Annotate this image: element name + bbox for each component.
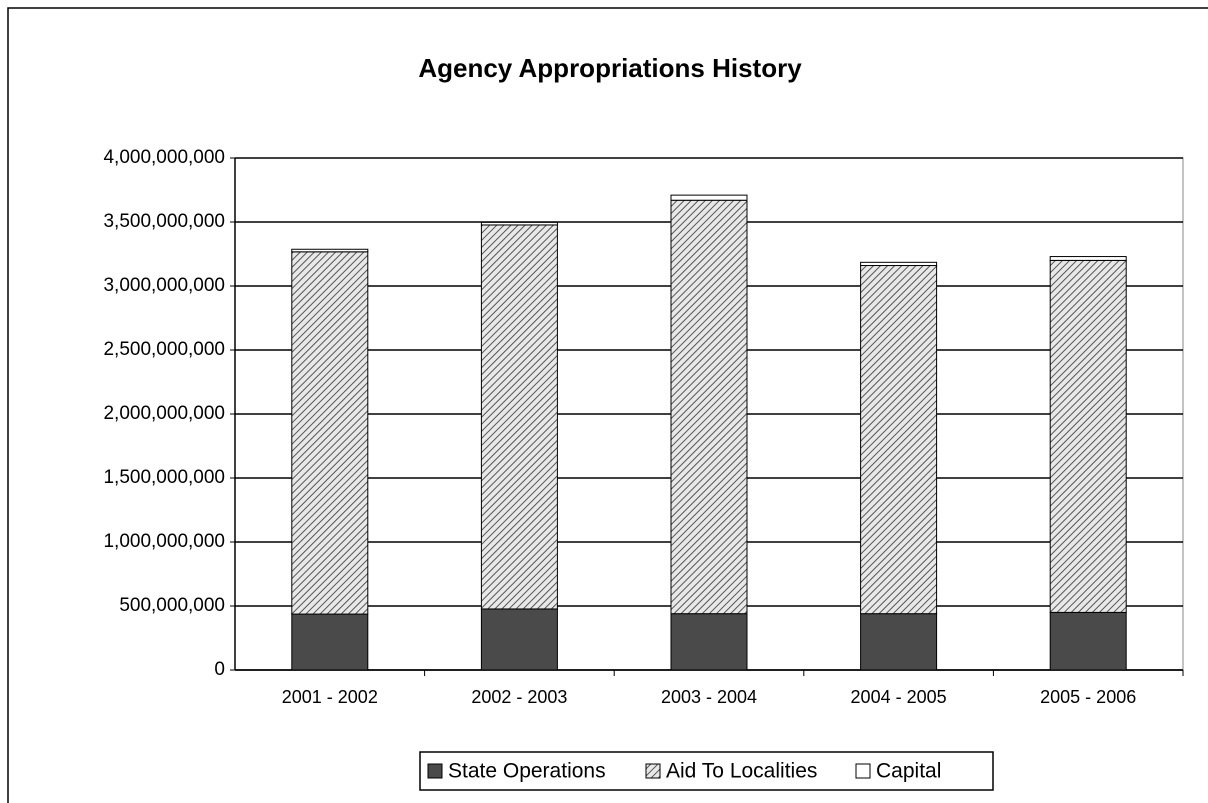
bar-segment xyxy=(291,251,369,615)
bar-segment xyxy=(480,224,558,610)
y-tick-label: 0 xyxy=(214,659,225,680)
y-tick-label: 4,000,000,000 xyxy=(103,147,225,168)
bar-segment xyxy=(1049,256,1127,261)
bar-segment xyxy=(670,199,748,615)
x-tick-label: 2001 - 2002 xyxy=(282,687,378,707)
legend-label: Aid To Localities xyxy=(666,760,817,783)
legend-swatch xyxy=(645,763,661,779)
legend-swatch xyxy=(427,763,443,779)
legend-label: Capital xyxy=(876,760,941,783)
y-tick-label: 2,000,000,000 xyxy=(103,403,225,424)
bar-segment xyxy=(1049,259,1127,613)
chart-title: Agency Appropriations History xyxy=(418,53,802,83)
y-tick-label: 1,500,000,000 xyxy=(103,467,225,488)
bar-segment xyxy=(1049,611,1127,671)
bar-segment xyxy=(291,248,369,253)
x-tick-label: 2002 - 2003 xyxy=(471,687,567,707)
x-tick-label: 2005 - 2006 xyxy=(1040,687,1136,707)
legend-label: State Operations xyxy=(448,760,606,783)
y-tick-label: 1,000,000,000 xyxy=(103,531,225,552)
legend-swatch xyxy=(855,763,871,779)
bar-segment xyxy=(291,613,369,671)
bar-segment xyxy=(860,613,938,671)
x-tick-label: 2004 - 2005 xyxy=(851,687,947,707)
y-tick-label: 500,000,000 xyxy=(119,595,225,616)
bar-segment xyxy=(670,194,748,201)
y-tick-label: 2,500,000,000 xyxy=(103,339,225,360)
x-tick-label: 2003 - 2004 xyxy=(661,687,757,707)
y-tick-label: 3,000,000,000 xyxy=(103,275,225,296)
bar-segment xyxy=(480,608,558,671)
bar-segment xyxy=(860,265,938,615)
bar-segment xyxy=(860,261,938,267)
y-tick-label: 3,500,000,000 xyxy=(103,211,225,232)
bar-segment xyxy=(480,221,558,226)
legend-box xyxy=(419,751,994,791)
bar-segment xyxy=(670,613,748,671)
